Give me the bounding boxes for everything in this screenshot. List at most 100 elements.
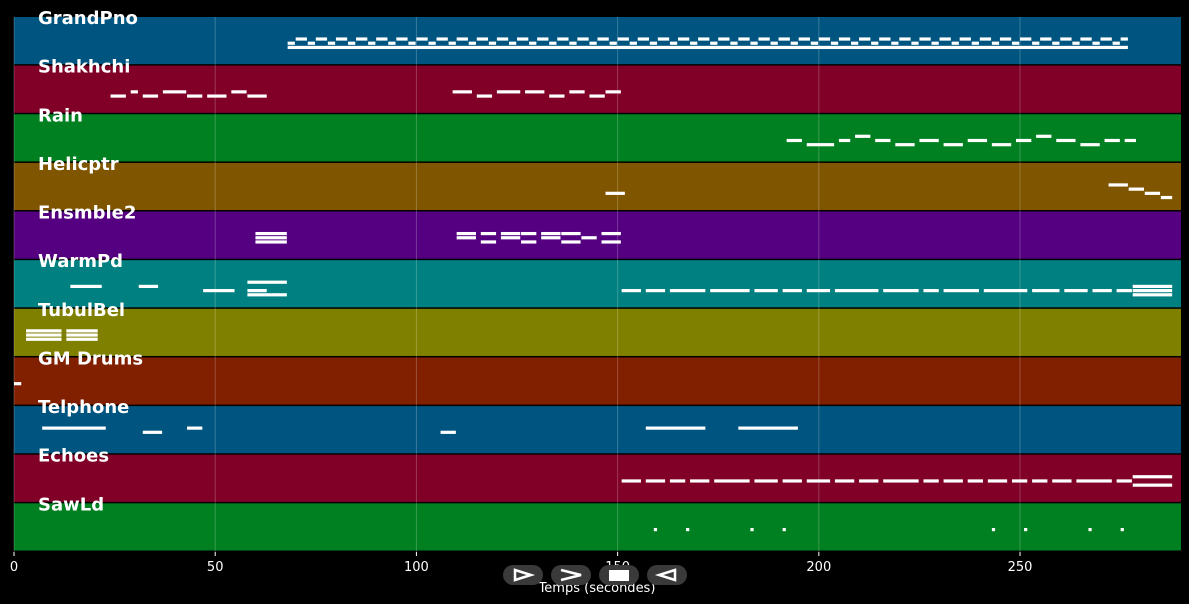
note-grandpno-79	[1080, 37, 1092, 41]
note-grandpno-44	[730, 41, 738, 45]
note-grandpno-21	[496, 37, 509, 41]
note-grandpno-32	[609, 41, 617, 45]
note-ensmble2-11	[541, 231, 561, 236]
note-grandpno-66	[951, 41, 959, 45]
note-rain-15	[1124, 138, 1136, 143]
note-shakhchi-4	[187, 94, 203, 98]
note-echoes-14	[987, 479, 1008, 483]
note-tubulbel-3	[66, 329, 98, 333]
note-echoes-21	[1132, 483, 1173, 487]
note-warmpd-0	[70, 284, 102, 289]
note-grandpno-76	[1052, 41, 1060, 45]
note-ensmble2-10	[521, 240, 537, 244]
note-echoes-16	[1032, 479, 1048, 483]
track-lane-warmpd	[14, 260, 1181, 308]
note-grandpno-12	[408, 41, 416, 45]
track-label-helicptr: Helicptr	[38, 154, 119, 175]
note-rain-3	[855, 134, 871, 138]
note-shakhchi-10	[496, 90, 521, 94]
note-warmpd-19	[1064, 289, 1088, 293]
note-sawld-0	[653, 527, 658, 532]
x-tick-label-100: 100	[404, 560, 429, 575]
note-echoes-19	[1116, 479, 1132, 483]
note-warmpd-10	[754, 289, 778, 293]
note-telphone-2	[187, 426, 203, 430]
note-echoes-20	[1132, 475, 1173, 479]
note-echoes-2	[669, 479, 686, 483]
note-grandpno-16	[448, 41, 456, 45]
note-ensmble2-8	[500, 236, 521, 240]
note-echoes-3	[690, 479, 710, 483]
play-outline-icon	[513, 568, 536, 582]
note-telphone-3	[440, 430, 456, 434]
note-warmpd-6	[621, 289, 641, 293]
note-grandpno-26	[549, 41, 557, 45]
note-warmpd-24	[1132, 293, 1173, 297]
note-echoes-4	[714, 479, 750, 483]
note-grandpno-14	[428, 41, 436, 45]
note-grandpno-52	[810, 41, 819, 45]
note-helicptr-4	[1160, 195, 1173, 200]
chevron-right-icon	[560, 568, 582, 582]
note-tubulbel-2	[26, 337, 62, 341]
note-echoes-18	[1076, 479, 1112, 483]
track-lane-tubulbel	[14, 308, 1181, 356]
note-shakhchi-15	[605, 90, 621, 94]
note-grandpno-19	[476, 37, 489, 41]
playback-controls	[503, 565, 693, 587]
note-rain-6	[919, 138, 939, 143]
track-label-ensmble2: Ensmble2	[38, 203, 136, 224]
note-warmpd-14	[883, 289, 919, 293]
note-ensmble2-12	[541, 236, 561, 240]
note-warmpd-12	[806, 289, 831, 293]
note-grandpno-36	[649, 41, 658, 45]
track-label-tubulbel: TubulBel	[38, 300, 125, 321]
note-warmpd-20	[1092, 289, 1112, 293]
note-grandpno-29	[577, 37, 589, 41]
stop-square-icon	[609, 570, 629, 581]
note-shakhchi-3	[162, 90, 187, 94]
note-echoes-15	[1011, 479, 1028, 483]
note-grandpno-11	[396, 37, 408, 41]
track-label-warmpd: WarmPd	[38, 251, 123, 272]
note-sawld-1	[686, 527, 690, 532]
note-warmpd-4	[247, 289, 267, 293]
note-grandpno-48	[770, 41, 778, 45]
track-lane-gm-drums	[14, 357, 1181, 405]
note-grandpno-10	[388, 41, 396, 45]
rewind-button[interactable]	[647, 565, 687, 585]
forward-button[interactable]	[551, 565, 591, 585]
track-lane-rain	[14, 114, 1181, 162]
note-echoes-6	[782, 479, 802, 483]
play-button[interactable]	[503, 565, 543, 585]
note-shakhchi-13	[569, 90, 585, 94]
track-label-sawld: SawLd	[38, 494, 104, 515]
note-grandpno-45	[738, 37, 750, 41]
track-lane-ensmble2	[14, 211, 1181, 259]
note-grandpno-38	[669, 41, 678, 45]
note-grandpno-55	[838, 37, 851, 41]
note-echoes-10	[883, 479, 919, 483]
track-label-shakhchi: Shakhchi	[38, 57, 130, 78]
note-warmpd-13	[834, 289, 879, 293]
stop-button[interactable]	[599, 565, 639, 585]
note-tubulbel-4	[66, 333, 98, 337]
note-grandpno-49	[778, 37, 790, 41]
x-tick-label-0: 0	[10, 560, 18, 575]
note-sawld-2	[750, 527, 754, 532]
x-tick-label-50: 50	[207, 560, 224, 575]
note-warmpd-23	[1132, 289, 1173, 293]
note-shakhchi-12	[549, 94, 565, 98]
note-ensmble2-6	[480, 240, 497, 244]
note-rain-10	[1016, 138, 1032, 143]
note-warmpd-16	[943, 289, 979, 293]
note-grandpno-17	[456, 37, 468, 41]
note-grandpno-46	[750, 41, 758, 45]
note-grandpno-27	[557, 37, 569, 41]
note-telphone-1	[142, 430, 163, 434]
track-lane-echoes	[14, 454, 1181, 502]
note-rain-5	[895, 143, 915, 147]
note-grandpno-82	[1112, 41, 1120, 45]
note-ensmble2-3	[456, 231, 476, 236]
